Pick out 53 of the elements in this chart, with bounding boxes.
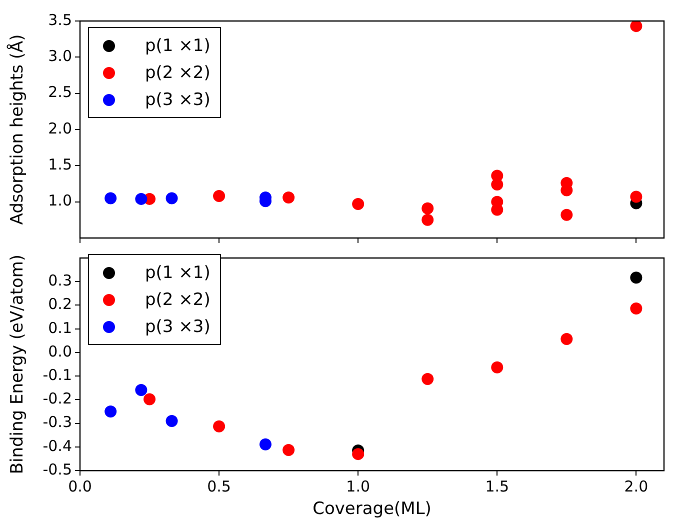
legend-label: p(3 ×3) [145, 316, 210, 336]
y-tick-label: 3.5 [48, 10, 72, 29]
point [352, 448, 364, 460]
x-tick-label: 0.0 [68, 477, 92, 496]
y-axis-title: Adsorption heights (Å) [6, 34, 28, 225]
y-tick-label: 1.5 [48, 156, 72, 174]
point [166, 414, 178, 427]
y-tick-label: 2.5 [48, 83, 72, 102]
point [104, 192, 117, 204]
y-tick-label: -0.2 [42, 390, 72, 408]
point [104, 406, 117, 418]
point [282, 444, 295, 456]
legend-label: p(1 ×1) [145, 262, 210, 282]
legend-label: p(2 ×2) [145, 290, 210, 310]
y-tick-label: 0.2 [48, 295, 72, 314]
y-axis-title: Binding Energy (eV/atom) [8, 254, 28, 474]
point [560, 208, 573, 221]
point [166, 192, 178, 204]
x-tick-label: 1.0 [346, 477, 370, 496]
point [282, 191, 295, 204]
point [560, 333, 573, 346]
point [422, 372, 434, 385]
legend-label: p(3 ×3) [145, 90, 210, 110]
y-tick-label: 1.0 [48, 192, 72, 210]
y-tick-label: 0.0 [48, 342, 72, 360]
point [630, 302, 642, 315]
point [422, 202, 434, 214]
point [135, 192, 148, 205]
x-tick-label: 2.0 [624, 477, 648, 496]
point [144, 393, 156, 406]
x-tick-label: 1.5 [485, 477, 510, 496]
y-tick-label: 2.0 [48, 119, 72, 138]
point [630, 21, 642, 32]
x-axis-title: Coverage(ML) [312, 499, 432, 520]
point [352, 198, 364, 210]
y-tick-label: 0.3 [48, 272, 72, 290]
x-tick-label: 0.5 [207, 477, 231, 496]
point [213, 420, 226, 432]
legend-label: p(1 ×1) [145, 36, 210, 56]
y-tick-label: -0.5 [42, 460, 72, 478]
legend-label: p(2 ×2) [145, 62, 210, 82]
y-tick-label: 0.1 [48, 318, 72, 337]
y-tick-label: 3.0 [48, 47, 72, 66]
point [135, 384, 148, 396]
y-tick-label: -0.1 [42, 366, 72, 384]
point [213, 190, 226, 202]
point [630, 190, 642, 203]
y-tick-label: -0.3 [42, 413, 72, 432]
point [259, 438, 272, 450]
point [422, 214, 434, 226]
point [630, 272, 642, 284]
y-tick-label: -0.4 [42, 436, 72, 455]
point [491, 361, 504, 374]
